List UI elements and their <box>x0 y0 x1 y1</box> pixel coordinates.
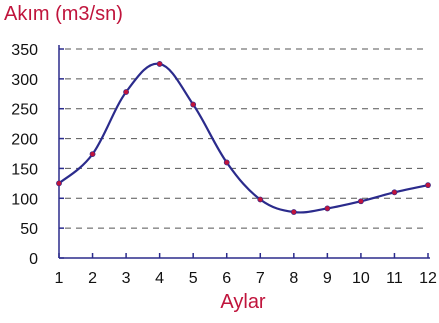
data-point <box>257 196 264 203</box>
y-tick-label: 200 <box>11 132 38 149</box>
x-tick-label: 9 <box>323 270 332 287</box>
y-tick-label: 50 <box>20 221 38 238</box>
x-tick-label: 1 <box>55 270 64 287</box>
y-tick-label: 0 <box>29 251 38 268</box>
data-point <box>425 182 431 189</box>
grid-lines <box>65 48 428 229</box>
x-tick-label: 4 <box>155 270 164 287</box>
data-point <box>89 151 96 157</box>
data-point <box>156 61 163 67</box>
x-tick-label: 5 <box>189 270 198 287</box>
data-point <box>223 159 230 166</box>
data-point <box>324 205 331 212</box>
data-point <box>358 198 364 205</box>
y-tick-label: 300 <box>11 72 38 89</box>
x-tick-label: 6 <box>222 270 231 287</box>
series-group <box>56 61 431 215</box>
y-tick-label: 150 <box>11 161 38 178</box>
y-tick-label: 100 <box>11 191 38 208</box>
x-tick-label: 11 <box>386 270 403 287</box>
y-tick-label: 250 <box>11 102 38 119</box>
data-point <box>56 180 62 187</box>
x-tick-label: 7 <box>256 270 265 287</box>
x-tick-label: 12 <box>419 270 437 287</box>
x-tick-label: 3 <box>122 270 131 287</box>
y-ticks: 0 50 100 150 200 250 300 350 <box>11 42 64 268</box>
x-ticks: 1 2 3 4 5 6 7 8 9 10 11 12 <box>55 253 437 287</box>
x-axis-label: Aylar <box>220 291 266 313</box>
y-tick-label: 350 <box>11 42 38 59</box>
y-axis-label: Akım (m3/sn) <box>4 3 123 25</box>
x-tick-label: 2 <box>88 270 97 287</box>
data-point <box>290 209 297 215</box>
data-point <box>391 189 398 196</box>
axes <box>58 45 430 259</box>
data-point <box>190 101 197 108</box>
data-point <box>123 89 129 95</box>
x-tick-label: 10 <box>352 270 370 287</box>
x-tick-label: 8 <box>289 270 298 287</box>
